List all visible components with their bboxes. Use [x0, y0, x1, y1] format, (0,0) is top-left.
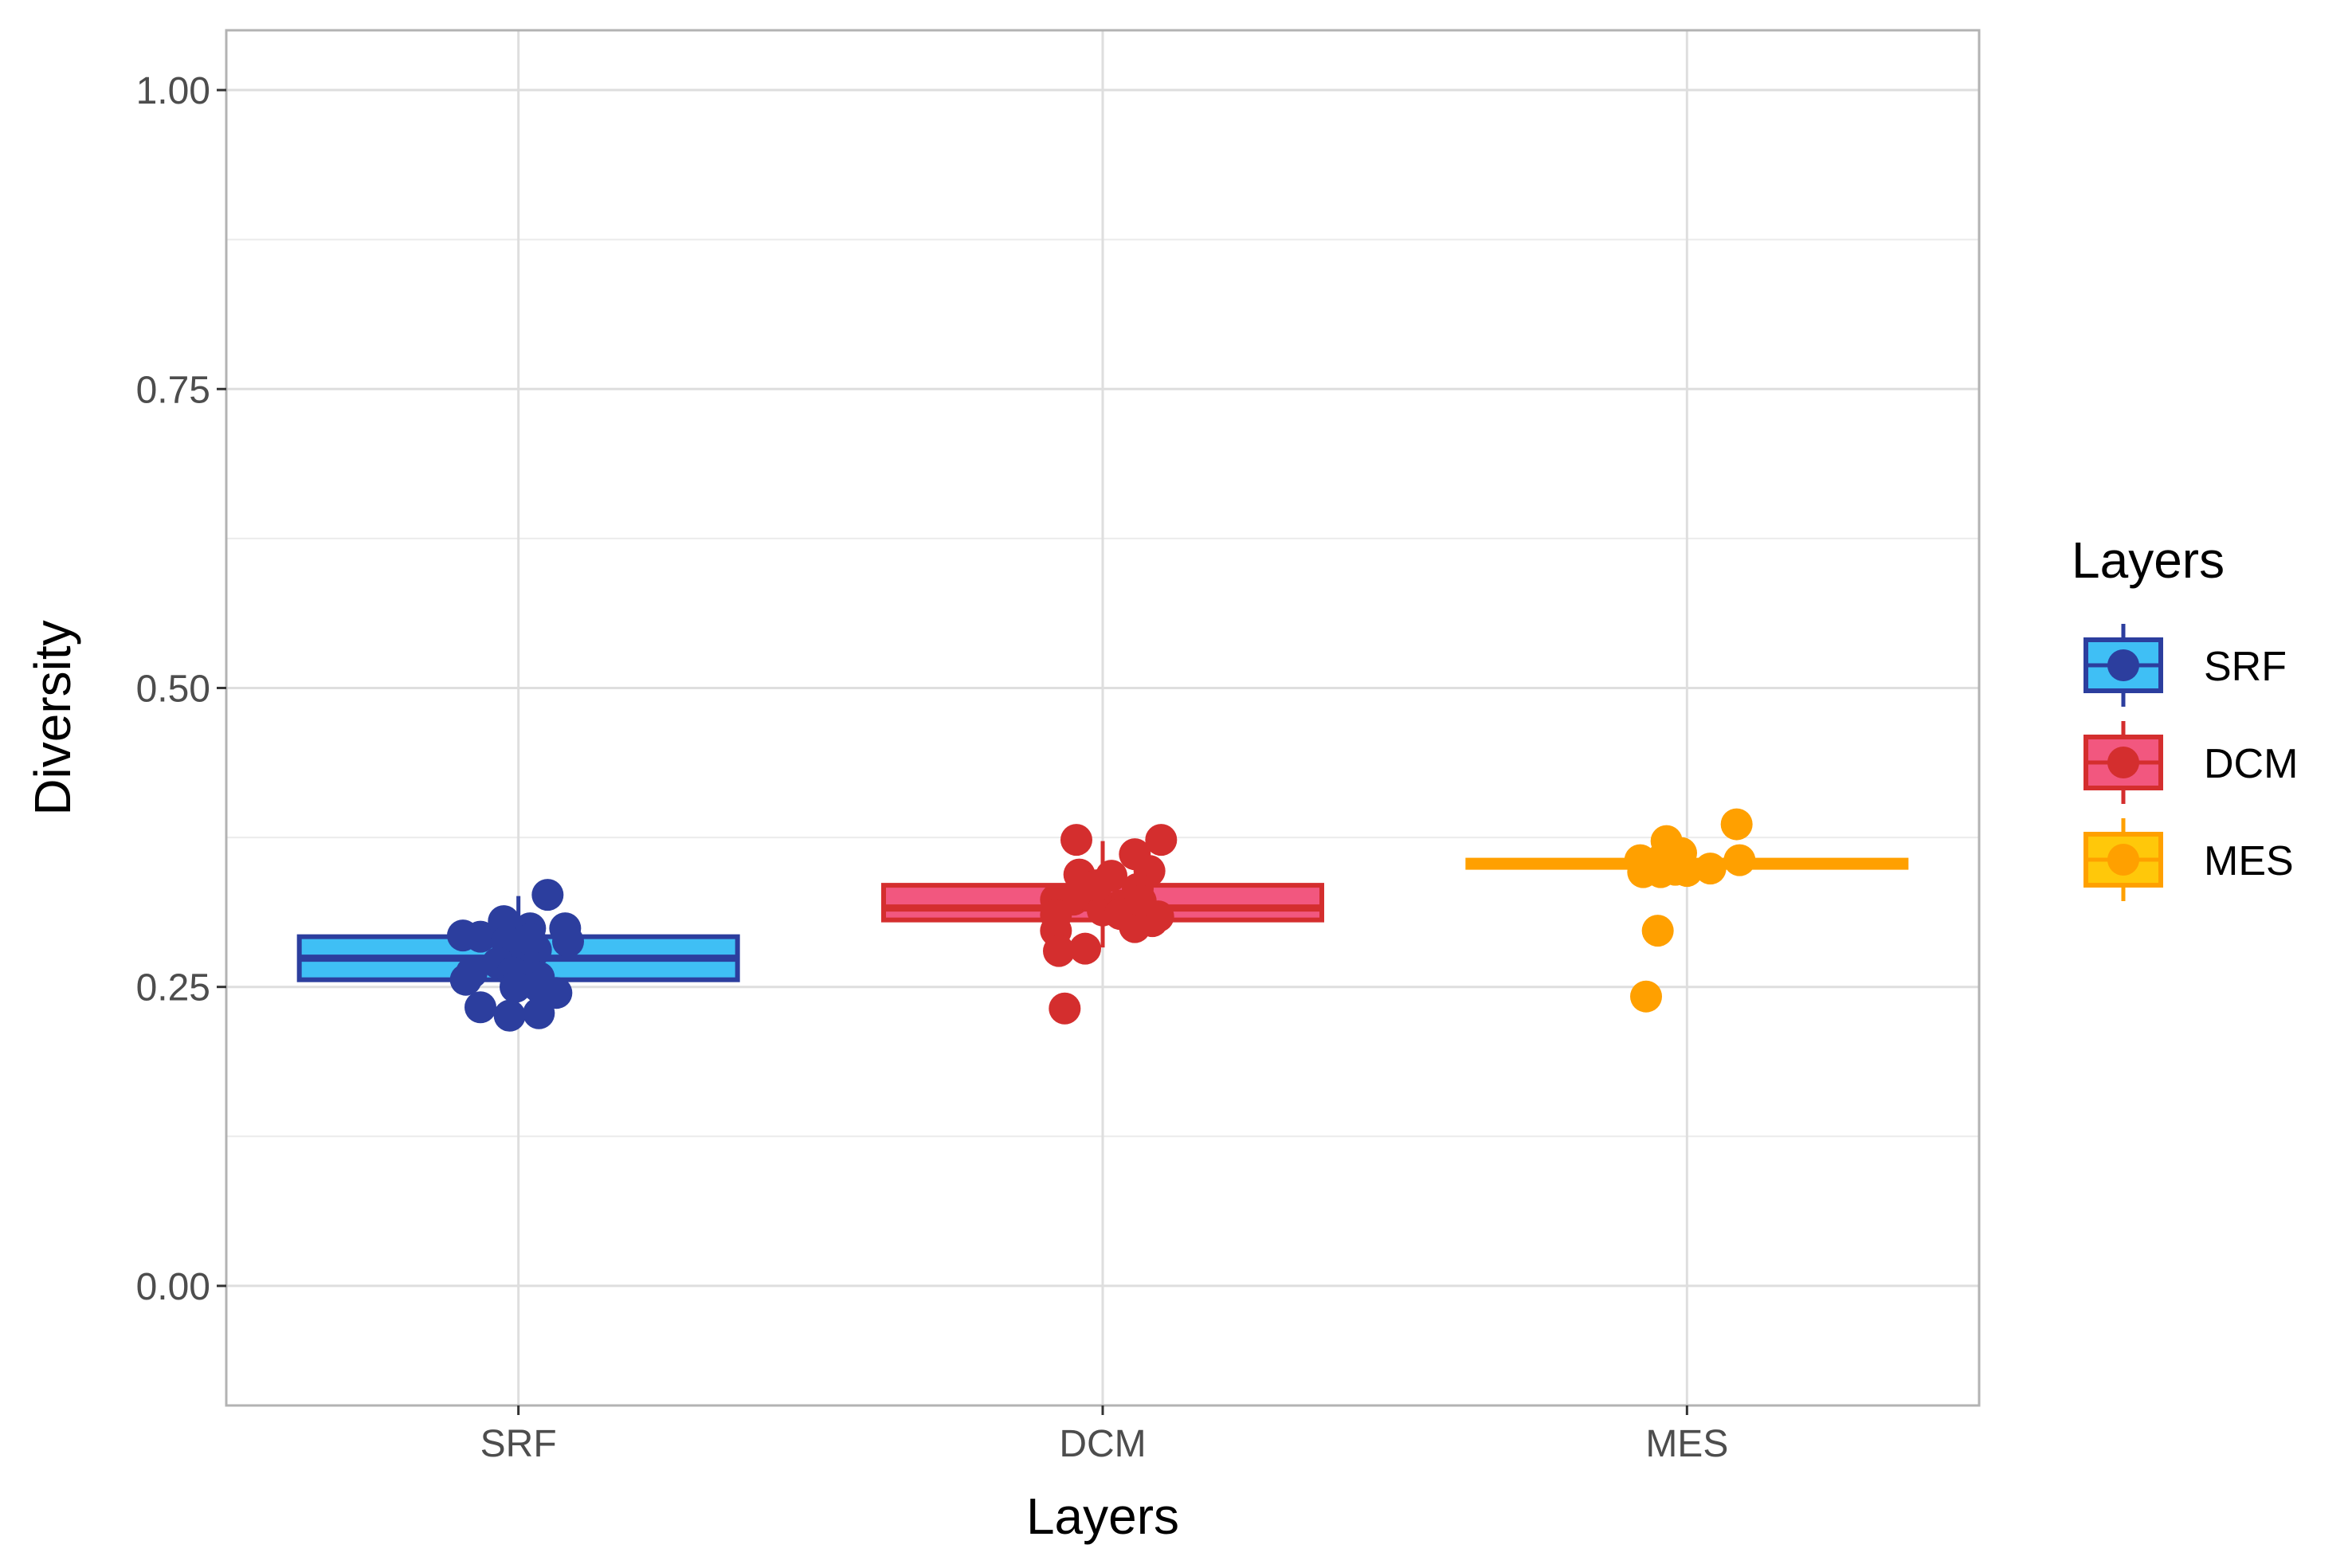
x-axis: SRF DCM MES	[480, 1405, 1728, 1465]
data-point	[465, 920, 496, 953]
legend-label: MES	[2204, 838, 2294, 884]
legend-item-dcm: DCM	[2083, 721, 2298, 804]
data-point	[1069, 932, 1101, 965]
data-point	[1119, 911, 1151, 943]
data-point	[1145, 824, 1178, 857]
data-point	[523, 970, 555, 1003]
data-point	[552, 925, 584, 958]
legend-item-mes: MES	[2083, 818, 2294, 901]
plot-panel	[225, 29, 1981, 1407]
legend-label: DCM	[2204, 741, 2298, 787]
data-point	[1630, 980, 1662, 1013]
legend-item-srf: SRF	[2083, 624, 2287, 707]
data-point	[1049, 992, 1081, 1025]
y-tick-label: 0.00	[136, 1266, 210, 1308]
y-tick-label: 0.50	[136, 668, 210, 710]
y-axis-title: Diversity	[24, 620, 81, 815]
data-point	[1723, 844, 1756, 876]
legend-title: Layers	[2072, 531, 2225, 589]
data-point	[531, 879, 564, 911]
x-tick-label: MES	[1645, 1423, 1728, 1465]
x-tick-label: DCM	[1059, 1423, 1146, 1465]
y-tick-label: 0.25	[136, 967, 210, 1009]
point-layer	[447, 808, 1756, 1032]
legend-key-point	[2107, 649, 2139, 681]
data-point	[523, 997, 555, 1029]
grid-lines	[226, 30, 1979, 1405]
data-point	[1124, 884, 1157, 917]
data-point	[1043, 935, 1075, 967]
data-point	[1641, 915, 1674, 947]
data-point	[493, 999, 526, 1032]
y-axis: 0.00 0.25 0.50 0.75 1.00	[136, 70, 226, 1308]
points-mes	[1624, 808, 1756, 1013]
y-tick-label: 1.00	[136, 70, 210, 112]
data-point	[1694, 853, 1727, 885]
legend-label: SRF	[2204, 644, 2287, 690]
legend-key-point	[2107, 747, 2139, 778]
data-point	[1720, 808, 1753, 841]
y-tick-label: 0.75	[136, 369, 210, 411]
data-point	[1080, 869, 1113, 902]
data-point	[500, 970, 531, 1003]
data-point	[1060, 824, 1092, 857]
legend-key-point	[2107, 844, 2139, 876]
data-point	[456, 956, 488, 989]
x-axis-title: Layers	[1026, 1488, 1179, 1545]
data-point	[465, 991, 496, 1024]
data-point	[1659, 853, 1691, 886]
x-tick-label: SRF	[480, 1423, 557, 1465]
legend: Layers SRF DCM MES	[2072, 531, 2298, 901]
points-srf	[447, 879, 584, 1032]
data-point	[514, 923, 547, 955]
points-dcm	[1040, 824, 1178, 1025]
